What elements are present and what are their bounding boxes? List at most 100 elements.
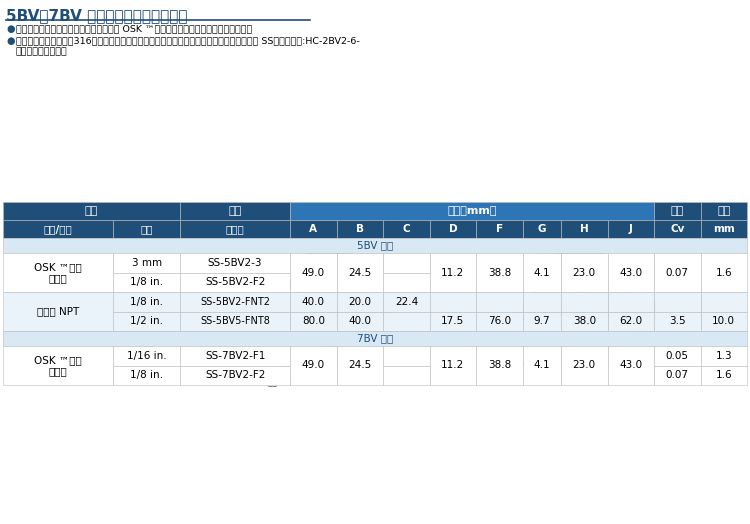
Bar — [325, 343, 335, 363]
Text: 11.2: 11.2 — [441, 267, 464, 278]
Text: 3.5: 3.5 — [669, 316, 686, 326]
Text: 43.0: 43.0 — [620, 361, 642, 370]
Ellipse shape — [314, 303, 346, 325]
Bar — [278, 309, 296, 319]
Bar — [700, 292, 747, 311]
Bar — [654, 311, 700, 331]
Bar — [523, 311, 561, 331]
Text: 面板孔: 面板孔 — [494, 293, 508, 302]
Bar — [113, 220, 180, 238]
Bar — [608, 253, 654, 292]
Text: H: H — [580, 224, 589, 234]
Text: 1/16 in.: 1/16 in. — [127, 351, 166, 361]
Text: ① 3mm最小面板厚度: ① 3mm最小面板厚度 — [344, 217, 427, 233]
Bar — [308, 253, 352, 257]
Text: OSK ™卡套
管接头: OSK ™卡套 管接头 — [34, 355, 82, 376]
Text: A: A — [578, 368, 583, 377]
Bar — [324, 363, 336, 367]
Text: 4.1: 4.1 — [533, 361, 550, 370]
Bar — [290, 220, 337, 238]
Bar — [290, 202, 654, 220]
Bar — [476, 346, 523, 385]
Text: G: G — [392, 276, 398, 285]
Bar — [3, 331, 747, 346]
Text: J: J — [628, 224, 633, 234]
Bar — [3, 220, 113, 238]
Bar — [290, 311, 337, 331]
Text: 17.5: 17.5 — [441, 316, 464, 326]
Text: 62.0: 62.0 — [620, 316, 642, 326]
Text: 23.0: 23.0 — [573, 361, 596, 370]
Bar — [382, 308, 386, 320]
Bar — [180, 202, 290, 220]
Text: 24.5: 24.5 — [348, 361, 371, 370]
Bar — [113, 253, 180, 272]
Bar — [274, 308, 278, 320]
Text: J: J — [652, 300, 655, 310]
Bar — [700, 253, 747, 292]
Bar — [337, 346, 383, 385]
Bar — [180, 311, 290, 331]
Text: H: H — [262, 278, 268, 288]
Bar — [430, 346, 476, 385]
Bar — [700, 366, 747, 385]
Bar — [180, 292, 290, 311]
Text: F: F — [496, 224, 503, 234]
Text: 10.0: 10.0 — [712, 316, 735, 326]
Bar — [523, 253, 561, 292]
Bar — [290, 281, 370, 288]
Text: 43.0: 43.0 — [620, 267, 642, 278]
Text: 基本: 基本 — [229, 206, 242, 216]
Bar — [430, 253, 476, 292]
Text: G: G — [538, 224, 546, 234]
Text: 七逇7BV: 七逇7BV — [539, 250, 566, 259]
Bar — [383, 292, 430, 311]
Bar — [527, 281, 633, 288]
Bar — [654, 253, 700, 292]
Text: 1/2 in.: 1/2 in. — [130, 316, 163, 326]
Bar — [337, 220, 383, 238]
Text: 孔: 孔 — [263, 300, 268, 309]
Bar — [561, 292, 608, 311]
Text: 基本订购号指定材质为316不锈钙。选择特殊材质时，在基本订购号中用相应的材质代码取代 SS即可。示例:HC-2BV2-6-: 基本订购号指定材质为316不锈钙。选择特殊材质时，在基本订购号中用相应的材质代码… — [16, 36, 360, 45]
Bar — [561, 346, 608, 385]
Bar — [700, 220, 747, 238]
Bar — [290, 253, 337, 292]
Bar — [304, 257, 356, 267]
Bar — [654, 220, 700, 238]
Text: 40.0: 40.0 — [302, 297, 325, 307]
Text: F: F — [320, 222, 325, 231]
Text: SS-5BV2-FNT2: SS-5BV2-FNT2 — [200, 297, 270, 307]
Bar — [300, 288, 360, 340]
Text: 5BV 系列: 5BV 系列 — [357, 241, 393, 250]
Bar — [523, 220, 561, 238]
Text: B: B — [577, 356, 583, 365]
Bar — [625, 282, 630, 287]
Text: 20.0: 20.0 — [349, 297, 371, 307]
Bar — [700, 311, 747, 331]
Bar — [608, 220, 654, 238]
Text: A: A — [310, 224, 317, 234]
Text: SS-7BV2-F1: SS-7BV2-F1 — [205, 351, 266, 361]
Text: B: B — [356, 224, 364, 234]
Bar — [554, 257, 606, 267]
Bar — [584, 289, 622, 339]
Bar — [575, 267, 585, 281]
Bar — [180, 220, 290, 238]
Bar — [337, 253, 383, 292]
Text: D: D — [448, 224, 458, 234]
Text: 1.6: 1.6 — [716, 370, 732, 380]
Bar — [294, 282, 299, 287]
Bar — [113, 292, 180, 311]
Text: 1/8 in.: 1/8 in. — [130, 277, 163, 287]
Bar — [3, 346, 113, 385]
Text: 5BV、7BV 系列订购信息和尺寸数据: 5BV、7BV 系列订购信息和尺寸数据 — [6, 8, 188, 23]
Bar — [180, 346, 290, 366]
Bar — [3, 253, 113, 292]
Text: 38.8: 38.8 — [488, 361, 511, 370]
Text: 五通5BV: 五通5BV — [268, 377, 295, 386]
Text: 11.2: 11.2 — [441, 361, 464, 370]
Bar — [383, 346, 430, 366]
Text: 1/8 in.: 1/8 in. — [130, 297, 163, 307]
Bar — [3, 202, 180, 220]
